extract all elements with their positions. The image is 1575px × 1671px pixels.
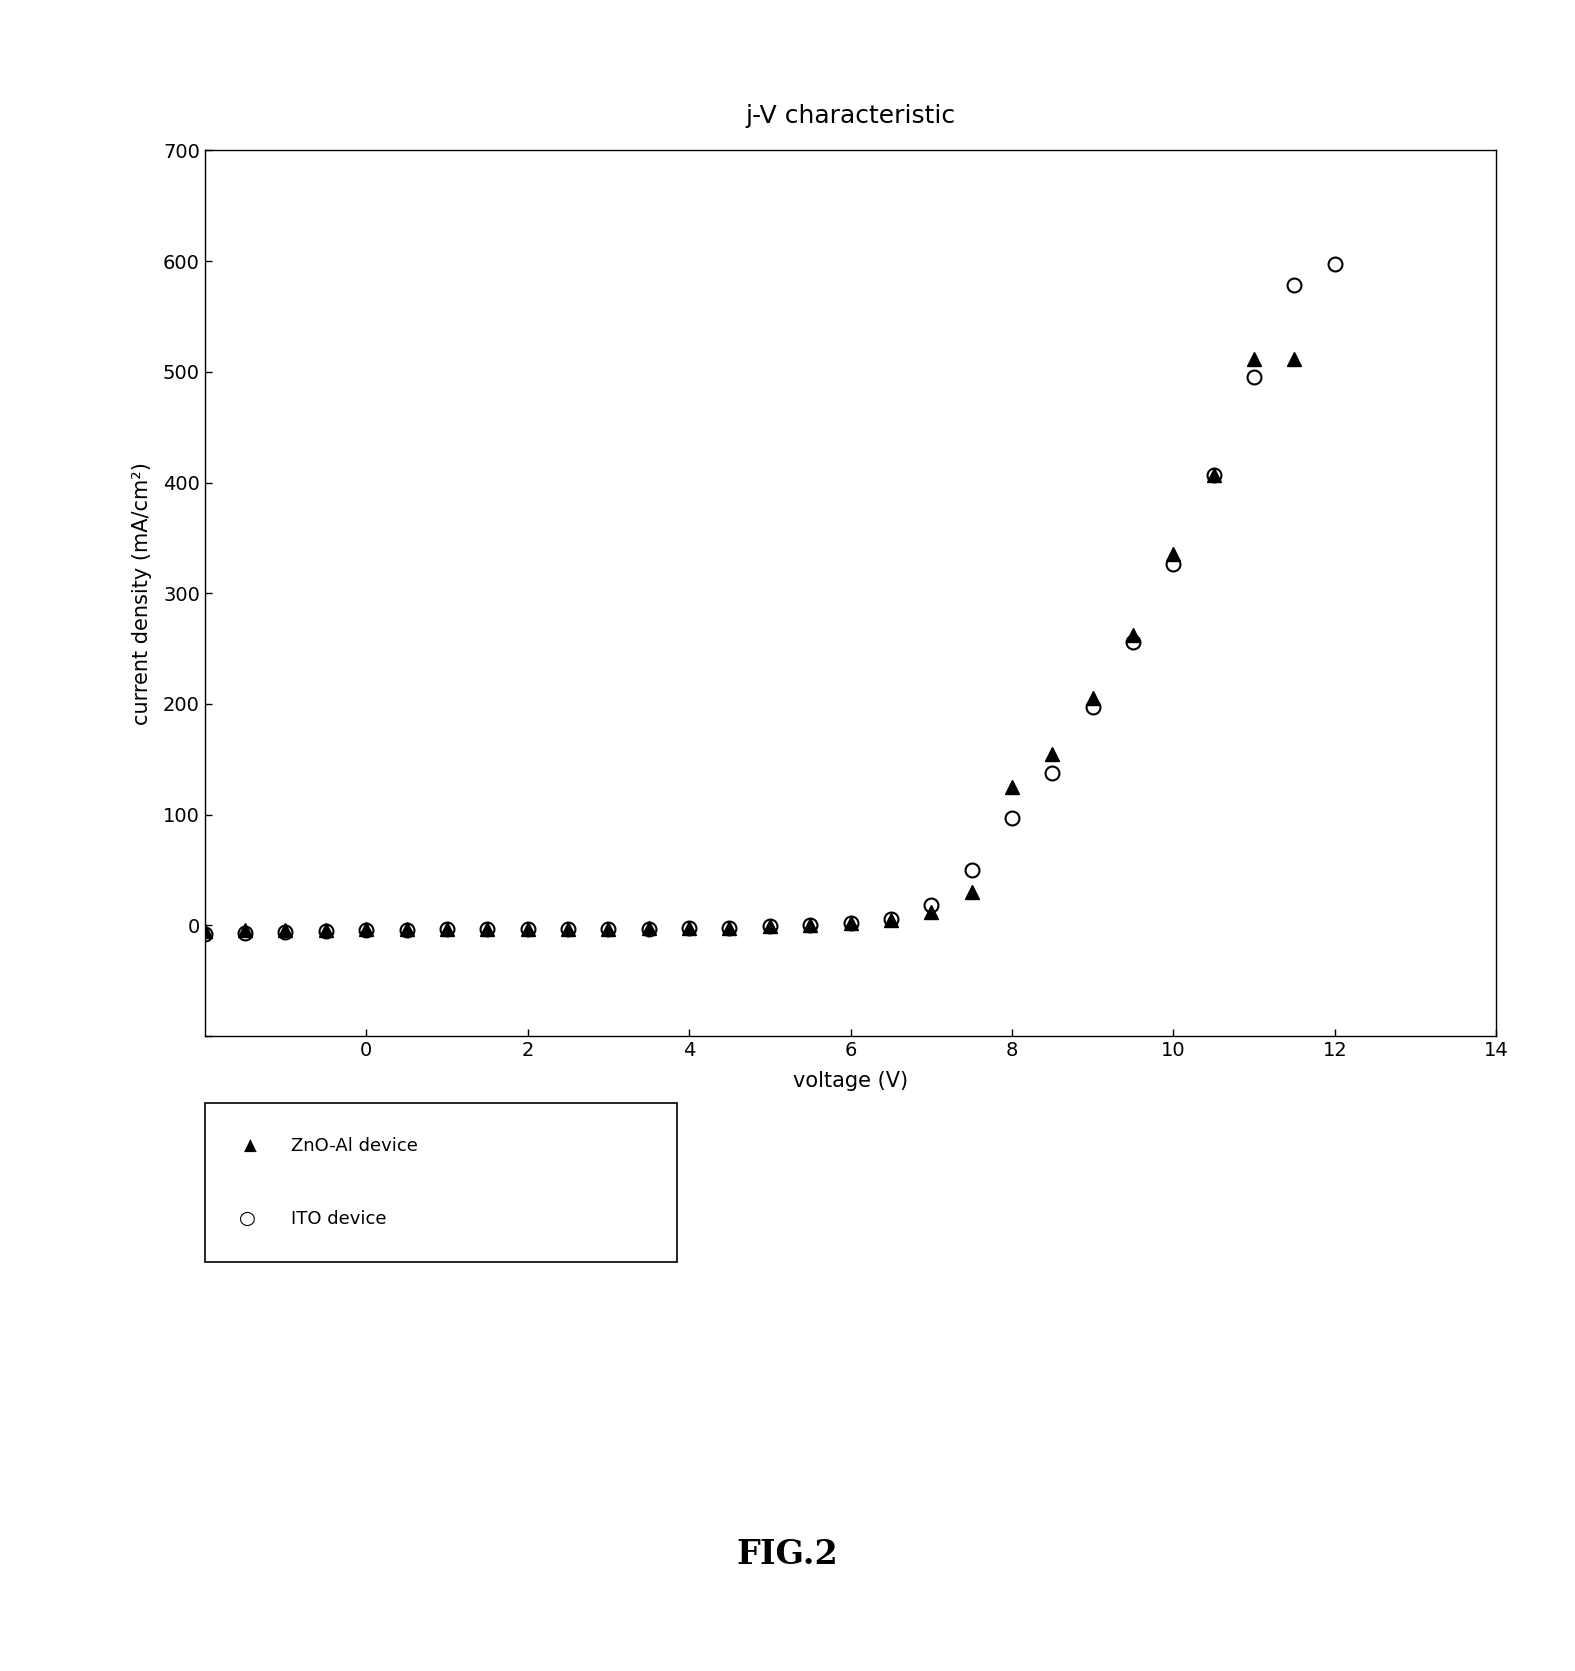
Text: ITO device: ITO device <box>291 1210 387 1228</box>
Title: j-V characteristic: j-V characteristic <box>745 104 956 127</box>
Y-axis label: current density (mA/cm²): current density (mA/cm²) <box>132 461 151 725</box>
Text: ▲: ▲ <box>244 1136 257 1155</box>
Text: ZnO-Al device: ZnO-Al device <box>291 1136 419 1155</box>
X-axis label: voltage (V): voltage (V) <box>792 1071 909 1091</box>
Text: ○: ○ <box>239 1210 257 1228</box>
Text: FIG.2: FIG.2 <box>737 1537 838 1571</box>
